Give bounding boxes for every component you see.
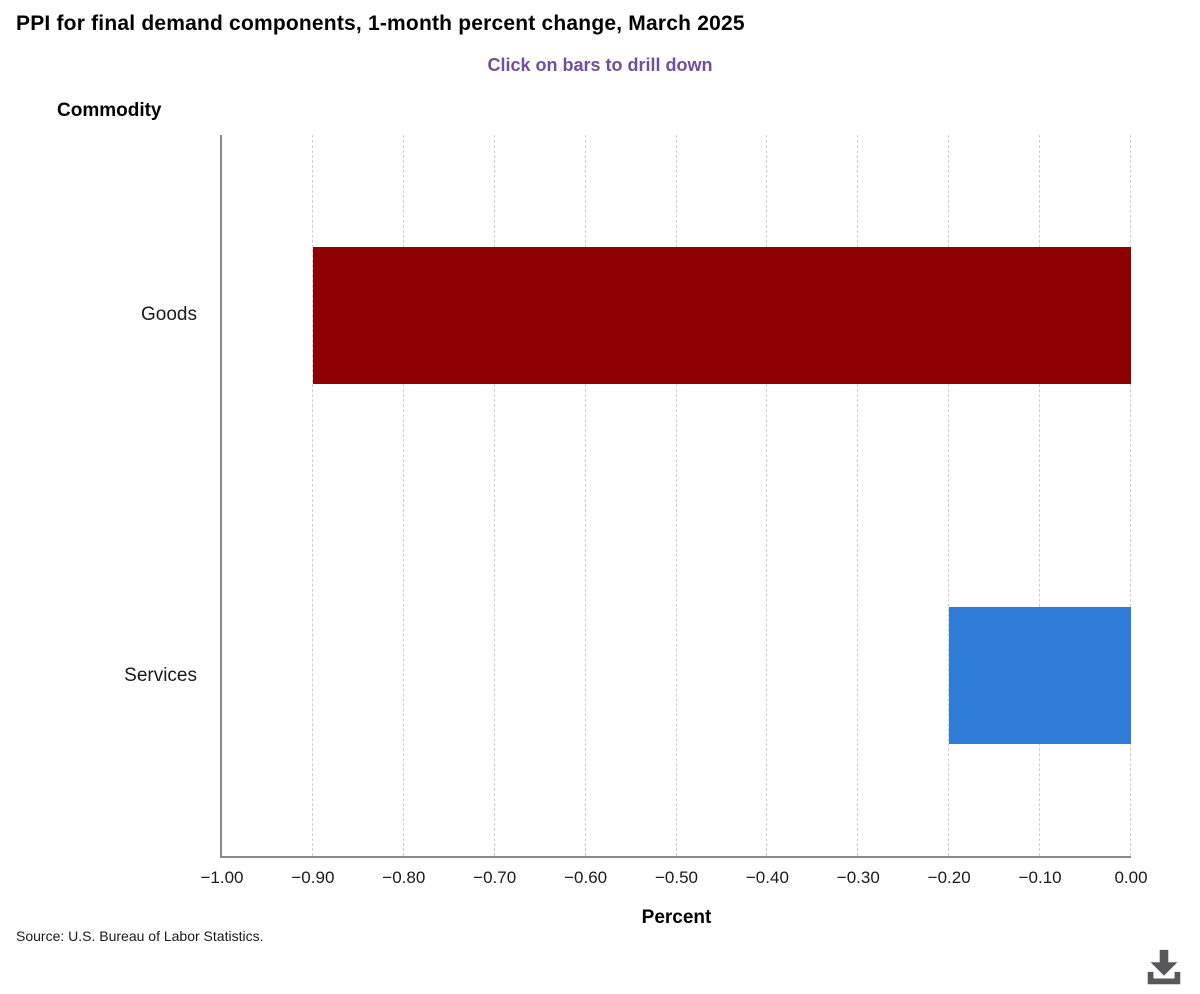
x-tick-label: −0.10 bbox=[1018, 868, 1062, 887]
x-tick-label: −1.00 bbox=[200, 868, 244, 887]
gridline bbox=[675, 135, 677, 856]
bar-goods[interactable] bbox=[312, 247, 1131, 384]
y-axis-title: Commodity bbox=[57, 100, 162, 121]
x-tick-label: −0.40 bbox=[745, 868, 789, 887]
download-icon bbox=[1147, 949, 1181, 985]
chart-title: PPI for final demand components, 1-month… bbox=[16, 12, 745, 35]
x-tick-label: 0.00 bbox=[1114, 868, 1148, 887]
gridline bbox=[584, 135, 586, 856]
x-tick-label: −0.30 bbox=[836, 868, 880, 887]
x-tick-label: −0.90 bbox=[291, 868, 335, 887]
bar-services[interactable] bbox=[949, 607, 1131, 744]
gridline bbox=[948, 135, 950, 856]
gridline bbox=[766, 135, 768, 856]
x-tick-label: −0.60 bbox=[564, 868, 608, 887]
gridline bbox=[402, 135, 404, 856]
chart-subtitle: Click on bars to drill down bbox=[487, 55, 713, 75]
x-tick-label: −0.80 bbox=[382, 868, 426, 887]
gridline bbox=[1039, 135, 1041, 856]
x-tick-label: −0.20 bbox=[927, 868, 971, 887]
download-button[interactable] bbox=[1140, 946, 1188, 990]
category-label-goods: Goods bbox=[141, 304, 197, 325]
x-tick-label: −0.50 bbox=[654, 868, 699, 887]
gridline bbox=[311, 135, 313, 856]
x-axis-title: Percent bbox=[641, 907, 712, 928]
gridline bbox=[857, 135, 859, 856]
gridline bbox=[493, 135, 495, 856]
gridline bbox=[1130, 135, 1131, 856]
plot-area bbox=[220, 135, 1131, 858]
category-label-services: Services bbox=[124, 665, 197, 686]
x-tick-label: −0.70 bbox=[473, 868, 517, 887]
source-note: Source: U.S. Bureau of Labor Statistics. bbox=[16, 928, 264, 944]
